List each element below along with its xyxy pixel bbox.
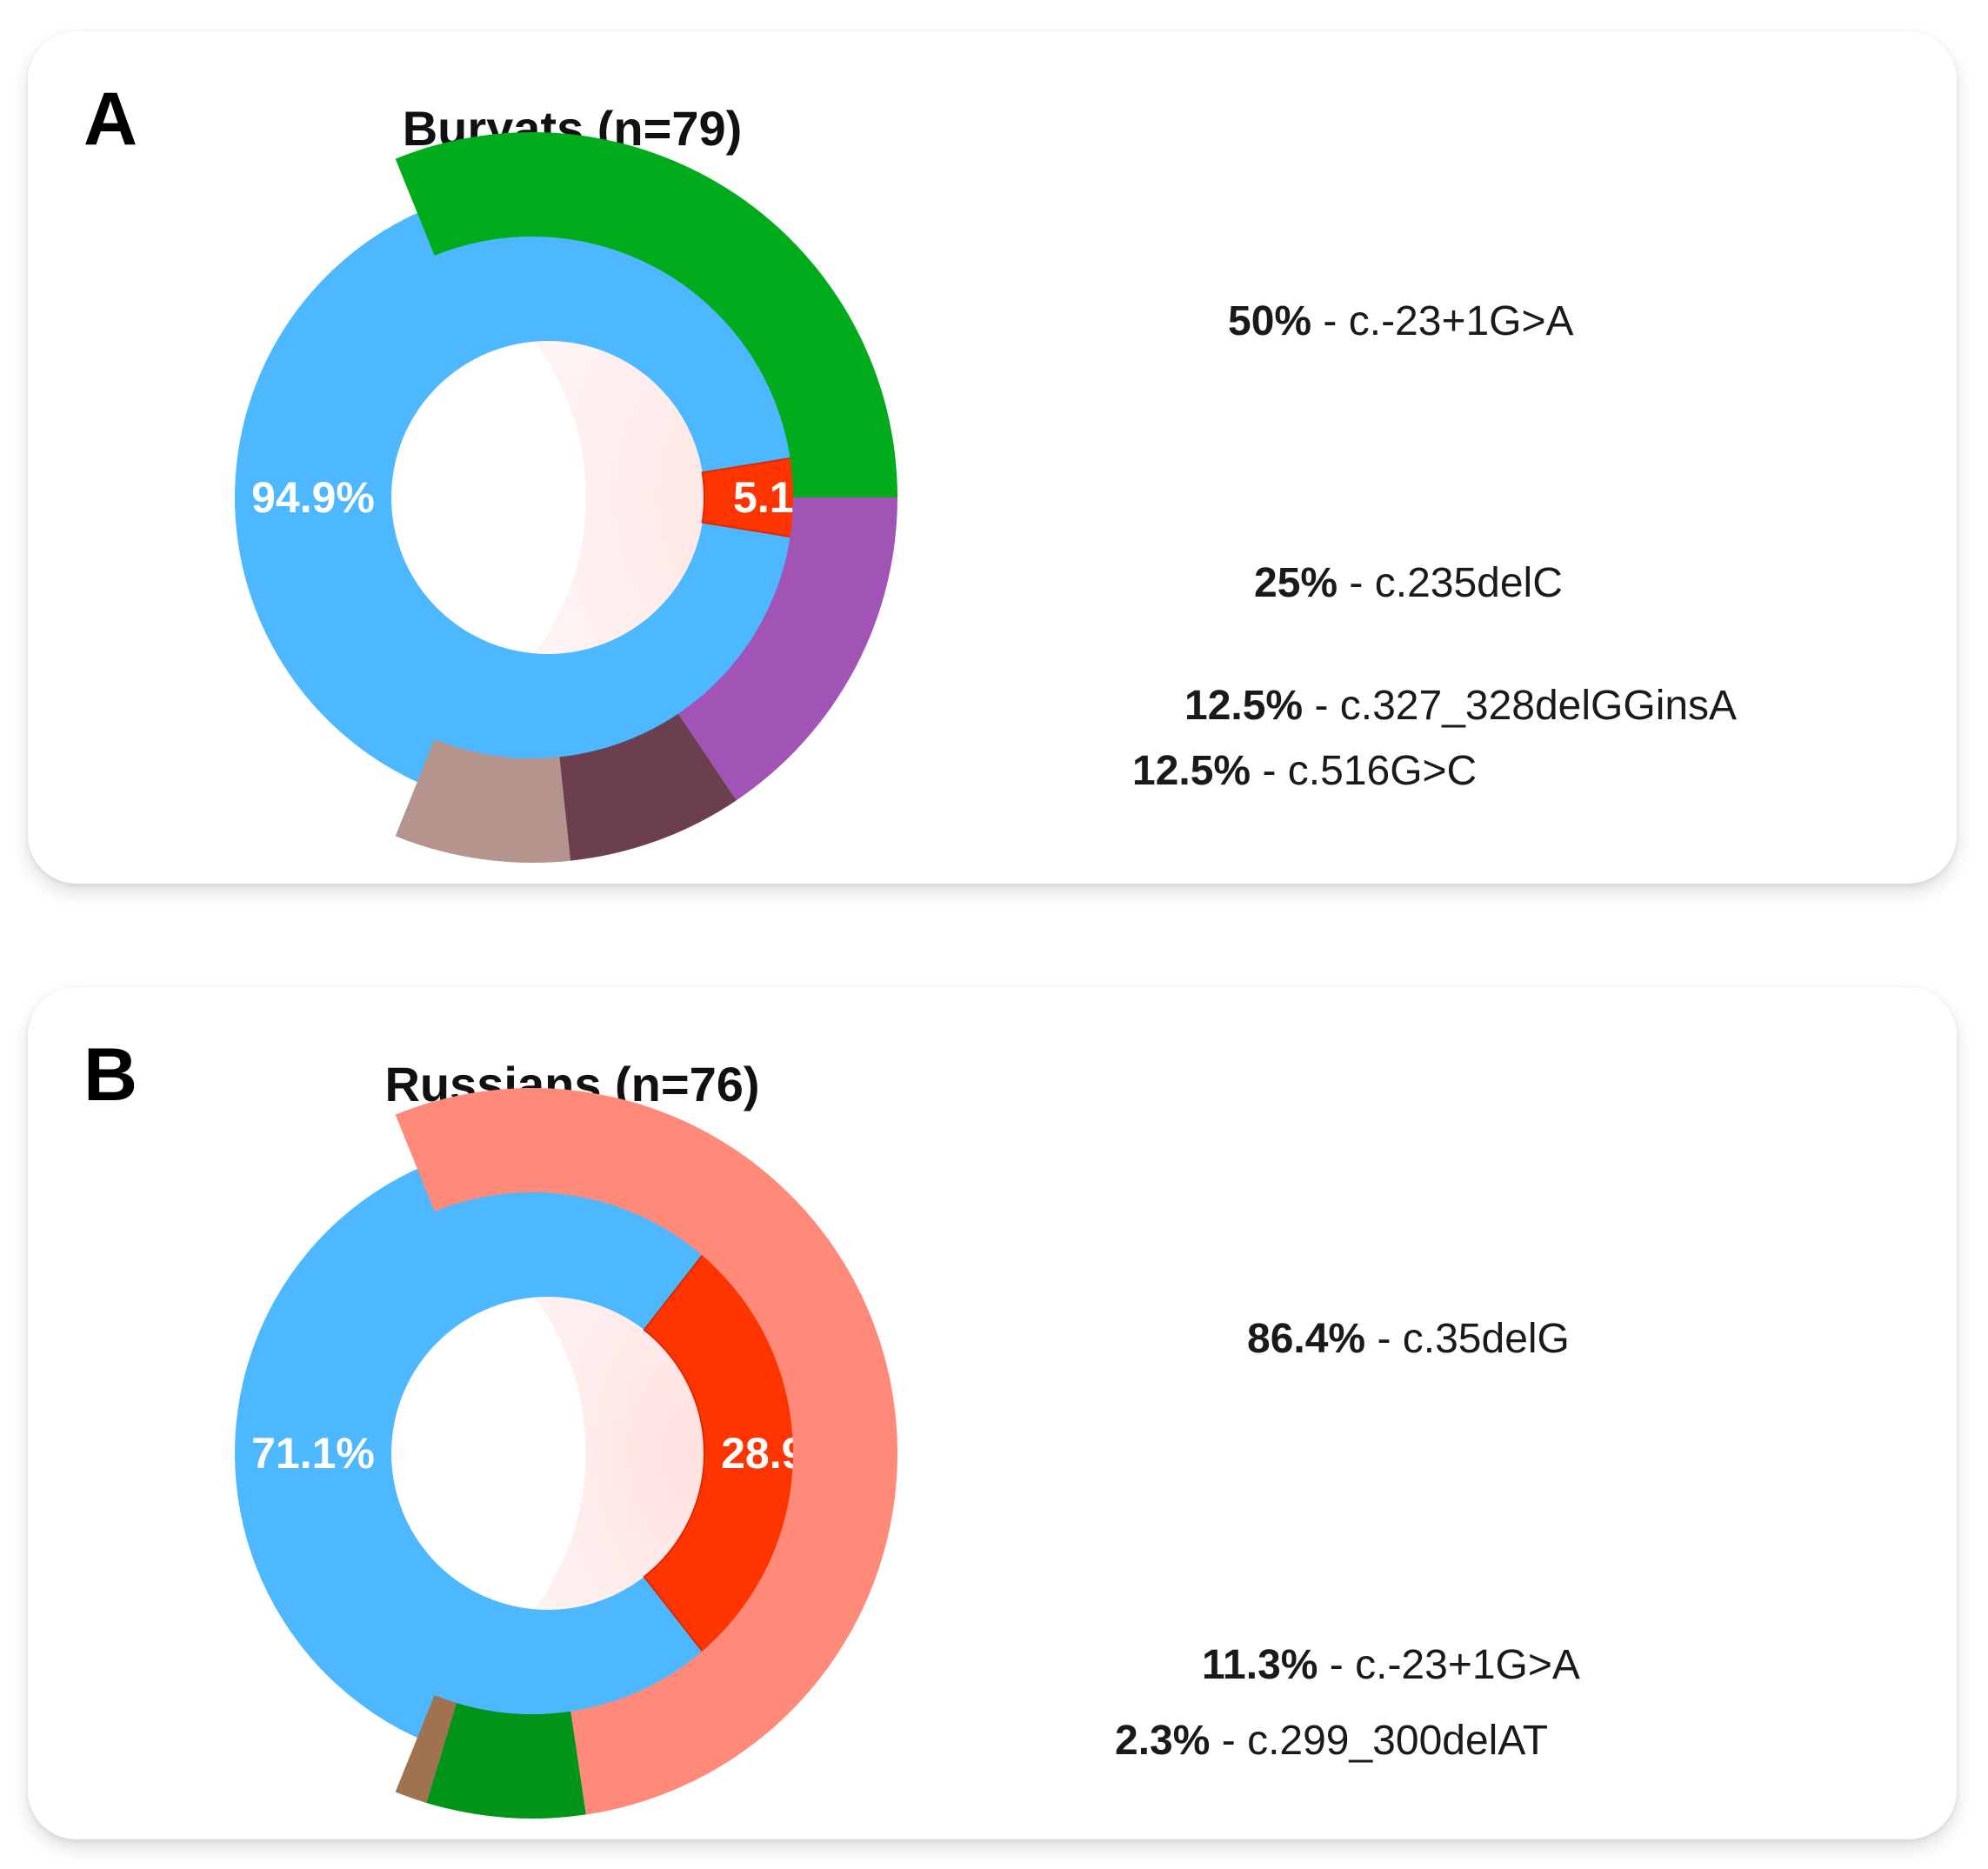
breakdown-legend-label: 2.3% - c.299_300delAT: [1115, 1718, 1548, 1764]
legend-separator: -: [1210, 1718, 1247, 1764]
legend-separator: -: [1365, 1316, 1403, 1362]
breakdown-segment: [677, 497, 897, 801]
donut-chart-buryats: 94.9% 5.1%50% - c.-23+1G>A25% - c.235delC…: [235, 132, 1737, 863]
legend-separator: -: [1318, 1642, 1355, 1688]
legend-percentage: 50%: [1228, 298, 1311, 344]
legend-percentage: 86.4%: [1247, 1316, 1365, 1362]
donut-label-main: 71.1%: [251, 1429, 375, 1478]
panel-a-card: A Buryats (n=79) 94.9% 5.1% 50% - c.-23+1G…: [28, 31, 1957, 884]
legend-variant: c.516G>C: [1288, 748, 1477, 794]
breakdown-legend-label: 50% - c.-23+1G>A: [1228, 298, 1574, 344]
legend-percentage: 11.3%: [1202, 1642, 1318, 1688]
breakdown-segment: [395, 1695, 457, 1803]
donut-slice-main: [235, 1140, 741, 1766]
legend-separator: -: [1251, 748, 1288, 794]
legend-percentage: 2.3%: [1115, 1718, 1210, 1764]
breakdown-segment: [395, 132, 897, 497]
donut-slice-main: [235, 184, 857, 811]
breakdown-segment: [395, 1088, 897, 1815]
legend-variant: c.299_300delAT: [1247, 1718, 1548, 1764]
legend-variant: c.35delG: [1403, 1316, 1570, 1362]
breakdown-legend-label: 12.5% - c.516G>C: [1132, 748, 1477, 794]
breakdown-legend-label: 25% - c.235delC: [1254, 560, 1563, 606]
connector-wedge: [419, 254, 857, 741]
legend-separator: -: [1311, 298, 1349, 344]
legend-separator: -: [1338, 560, 1375, 606]
legend-variant: c.327_328delGGinsA: [1340, 683, 1737, 729]
donut-label-main: 94.9%: [251, 473, 375, 522]
breakdown-legend-label: 12.5% - c.327_328delGGinsA: [1184, 683, 1737, 729]
legend-percentage: 12.5%: [1184, 683, 1303, 729]
legend-separator: -: [1303, 683, 1340, 729]
legend-variant: c.-23+1G>A: [1355, 1642, 1580, 1688]
legend-variant: c.235delC: [1375, 560, 1563, 606]
panel-letter: A: [83, 77, 138, 161]
breakdown-segment: [426, 1703, 586, 1819]
breakdown-legend-label: 86.4% - c.35delG: [1247, 1316, 1570, 1362]
panel-b-card: B Russians (n=76) 71.1% 28.9% 86.4% - c.35…: [28, 987, 1957, 1839]
breakdown-segment: [395, 739, 570, 863]
legend-percentage: 25%: [1254, 560, 1338, 606]
breakdown-legend-label: 11.3% - c.-23+1G>A: [1202, 1642, 1580, 1688]
panel-letter: B: [83, 1033, 138, 1117]
legend-percentage: 12.5%: [1132, 748, 1251, 794]
breakdown-segment: [559, 713, 737, 861]
legend-variant: c.-23+1G>A: [1349, 298, 1574, 344]
